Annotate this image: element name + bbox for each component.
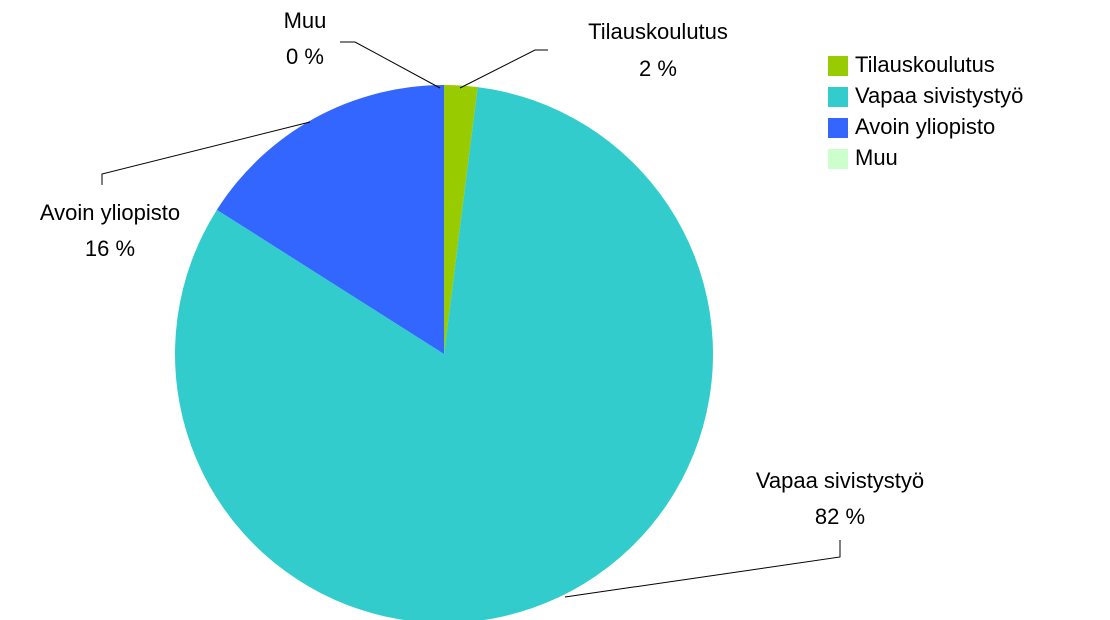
pie-slice — [444, 85, 478, 354]
data-label-name: Vapaa sivistystyö — [756, 468, 924, 493]
pie — [175, 85, 713, 620]
leader-line — [459, 49, 548, 89]
data-label-value: 0 % — [286, 44, 324, 69]
leader-line — [340, 41, 441, 89]
legend-swatch — [828, 56, 848, 76]
legend-label: Vapaa sivistystyö — [855, 83, 1023, 108]
pie-slice — [216, 85, 444, 354]
legend-label: Tilauskoulutus — [855, 52, 995, 77]
data-label-value: 16 % — [85, 236, 135, 261]
data-label-value: 2 % — [639, 56, 677, 81]
data-label-name: Tilauskoulutus — [588, 19, 728, 44]
leader-line — [564, 540, 841, 598]
legend-swatch — [828, 87, 848, 107]
leader-line — [101, 121, 311, 185]
legend-swatch — [828, 149, 848, 169]
legend-label: Avoin yliopisto — [855, 114, 995, 139]
data-label-name: Muu — [284, 8, 327, 33]
legend-swatch — [828, 118, 848, 138]
data-label-name: Avoin yliopisto — [40, 200, 180, 225]
data-label-value: 82 % — [815, 504, 865, 529]
pie-slice — [175, 87, 713, 620]
legend-label: Muu — [855, 145, 898, 170]
